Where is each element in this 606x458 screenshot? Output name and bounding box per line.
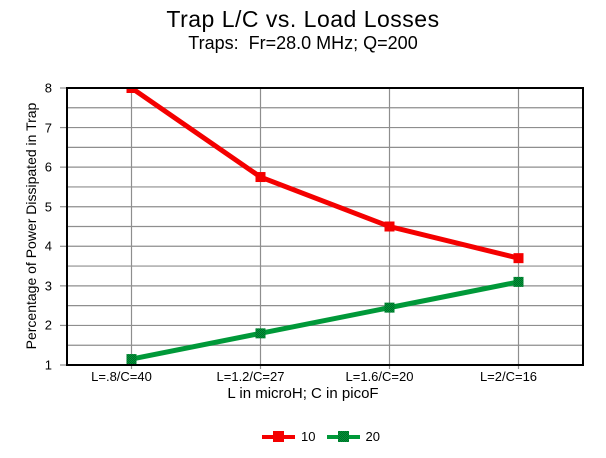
- data-point-10-1: [255, 172, 266, 183]
- plot-frame: [66, 87, 584, 366]
- legend-label: 20: [365, 429, 380, 444]
- x-tick-label-0: L=.8/C=40: [91, 369, 152, 384]
- data-point-10-2: [384, 221, 395, 232]
- legend-line-marker-green: [326, 431, 360, 442]
- x-tick-label-1: L=1.2/C=27: [216, 369, 285, 384]
- data-point-20-0: [126, 354, 137, 365]
- series-10: [126, 88, 524, 264]
- y-tick-label-2: 2: [44, 317, 52, 333]
- legend: 10 20: [18, 430, 606, 443]
- legend-item-series-20: 20: [326, 429, 380, 444]
- y-tick-label-4: 4: [44, 238, 52, 254]
- legend-line-marker-red: [262, 431, 296, 442]
- legend-square-marker-green: [337, 431, 349, 442]
- legend-square-marker-red: [273, 431, 285, 442]
- data-point-10-0: [126, 88, 137, 93]
- legend-label: 10: [301, 429, 316, 444]
- y-tick-label-1: 1: [44, 357, 52, 373]
- data-point-20-3: [513, 276, 524, 287]
- data-point-10-3: [513, 253, 524, 264]
- y-tick-label-5: 5: [44, 199, 52, 215]
- y-tick-label-7: 7: [44, 120, 52, 136]
- x-axis-title: L in microH; C in picoF: [227, 385, 379, 402]
- y-tick-label-3: 3: [44, 278, 52, 294]
- x-tick-label-3: L=2/C=16: [479, 369, 538, 384]
- data-point-20-1: [255, 328, 266, 339]
- chart-subtitle: Traps: Fr=28.0 MHz; Q=200: [188, 33, 418, 53]
- legend-item-series-10: 10: [262, 429, 316, 444]
- y-tick-label-6: 6: [44, 159, 52, 175]
- y-tick-label-8: 8: [44, 80, 52, 96]
- data-point-20-2: [384, 302, 395, 313]
- x-tick-label-2: L=1.6/C=20: [345, 369, 414, 384]
- series-line-10: [130, 88, 520, 261]
- series-20: [126, 276, 524, 365]
- series-line-20: [131, 279, 519, 362]
- chart-title: Trap L/C vs. Load Losses: [166, 6, 440, 32]
